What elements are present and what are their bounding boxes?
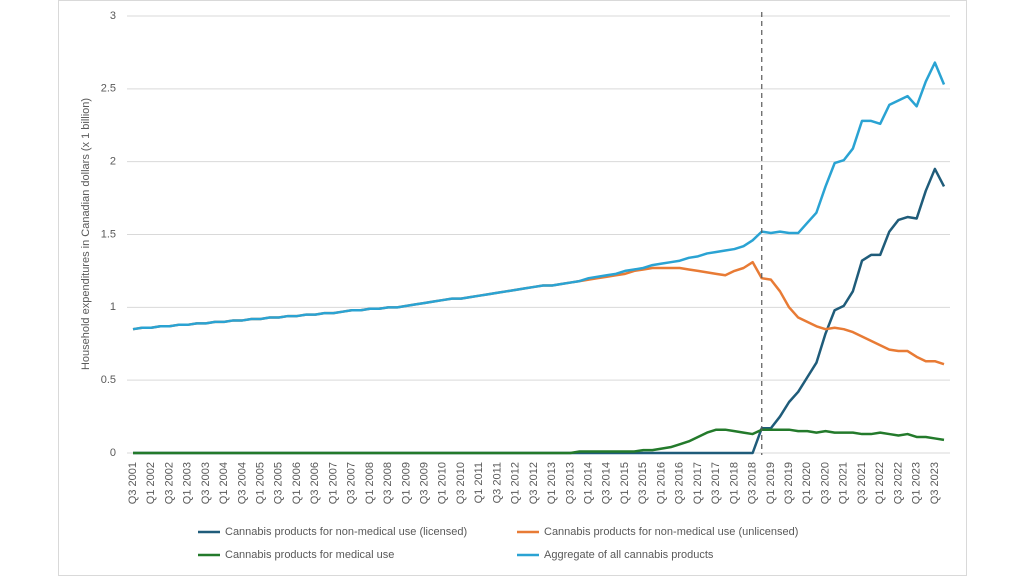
x-tick-label: Q3 2006 [309,462,321,504]
x-tick-label: Q3 2011 [491,462,503,503]
x-tick-label: Q1 2019 [765,462,777,504]
legend-label: Cannabis products for non-medical use (u… [544,526,798,538]
x-tick-label: Q1 2016 [655,462,667,504]
x-tick-label: Q3 2013 [564,462,576,504]
y-tick-label: 2.5 [101,83,116,95]
x-tick-label: Q3 2021 [856,462,868,504]
x-tick-label: Q1 2004 [218,462,230,504]
series-line [132,61,946,331]
x-tick-label: Q1 2014 [583,462,595,504]
x-tick-label: Q1 2013 [546,462,558,504]
x-tick-label: Q1 2002 [145,462,157,504]
x-tick-label: Q3 2009 [419,462,431,504]
x-tick-label: Q3 2008 [382,462,394,504]
x-tick-label: Q1 2009 [400,462,412,504]
x-tick-label: Q3 2005 [273,462,285,504]
y-tick-label: 1 [110,301,116,313]
x-tick-label: Q1 2008 [364,462,376,504]
x-tick-label: Q3 2018 [747,462,759,504]
x-tick-label: Q1 2012 [510,462,522,504]
x-tick-label: Q1 2022 [874,462,886,504]
chart-frame [58,0,967,576]
x-tick-label: Q3 2002 [163,462,175,504]
x-tick-label: Q3 2010 [455,462,467,504]
y-tick-label: 0.5 [101,374,116,386]
y-tick-label: 3 [110,10,116,22]
x-tick-label: Q1 2011 [473,462,485,503]
x-tick-label: Q3 2014 [601,462,613,504]
series-line [133,428,945,455]
x-tick-label: Q3 2003 [200,462,212,504]
x-tick-label: Q1 2005 [254,462,266,504]
x-tick-label: Q1 2015 [619,462,631,504]
y-tick-label: 1.5 [101,228,116,240]
x-tick-label: Q1 2023 [911,462,923,504]
x-tick-label: Q1 2017 [692,462,704,504]
legend-label: Cannabis products for medical use [225,549,394,561]
x-tick-label: Q3 2020 [819,462,831,504]
legend-label: Aggregate of all cannabis products [544,549,714,561]
x-tick-label: Q3 2012 [528,462,540,504]
x-tick-label: Q1 2021 [838,462,850,504]
x-tick-label: Q3 2019 [783,462,795,504]
x-tick-label: Q1 2006 [291,462,303,504]
x-tick-label: Q1 2003 [182,462,194,504]
x-tick-label: Q1 2010 [437,462,449,504]
x-tick-label: Q3 2017 [710,462,722,504]
y-axis-title: Household expenditures in Canadian dolla… [80,98,92,370]
legend-label: Cannabis products for non-medical use (l… [225,526,467,538]
y-tick-label: 0 [110,447,116,459]
y-tick-label: 2 [110,156,116,168]
x-tick-label: Q3 2023 [929,462,941,504]
x-tick-label: Q3 2004 [236,462,248,504]
x-tick-label: Q3 2015 [637,462,649,504]
x-tick-label: Q3 2022 [892,462,904,504]
x-tick-label: Q3 2016 [674,462,686,504]
x-tick-label: Q1 2007 [327,462,339,504]
x-tick-label: Q1 2018 [728,462,740,504]
x-tick-label: Q3 2001 [127,462,139,504]
x-tick-label: Q1 2020 [801,462,813,504]
x-tick-label: Q3 2007 [346,462,358,504]
